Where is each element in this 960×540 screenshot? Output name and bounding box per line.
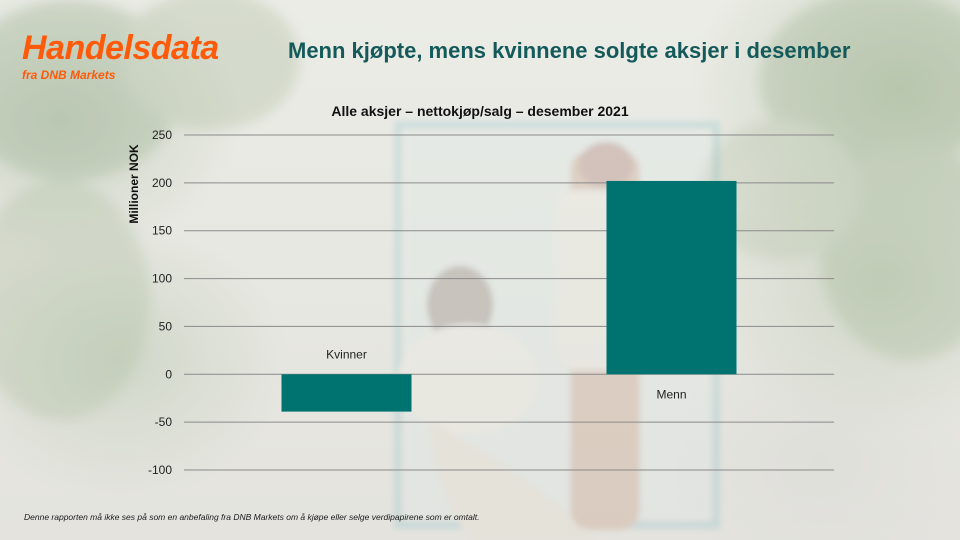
y-axis-label: Millioner NOK <box>127 144 141 224</box>
bar-menn <box>606 180 737 375</box>
y-tick-label: 250 <box>152 128 172 142</box>
disclaimer: Denne rapporten må ikke ses på som en an… <box>24 512 480 522</box>
y-tick-label: -100 <box>148 463 172 477</box>
y-tick-label: 50 <box>159 319 173 333</box>
category-labels: Kvinner Menn <box>326 347 686 401</box>
y-tick-labels: -100 -50 0 50 100 150 200 250 <box>148 128 172 477</box>
category-label: Kvinner <box>326 347 367 361</box>
y-tick-label: 150 <box>152 224 172 238</box>
category-label: Menn <box>656 387 686 401</box>
y-tick-label: 200 <box>152 176 172 190</box>
page-title: Menn kjøpte, mens kvinnene solgte aksjer… <box>288 38 851 63</box>
y-tick-label: 100 <box>152 272 172 286</box>
chart-title: Alle aksjer – nettokjøp/salg – desember … <box>331 103 628 119</box>
y-tick-label: 0 <box>165 367 172 381</box>
brand-title: Handelsdata <box>22 29 219 67</box>
bar-kvinner <box>281 374 412 412</box>
brand-subtitle: fra DNB Markets <box>22 68 116 82</box>
bars <box>281 180 737 412</box>
y-tick-label: -50 <box>155 415 173 429</box>
brand-logo: Handelsdata fra DNB Markets <box>22 30 219 82</box>
